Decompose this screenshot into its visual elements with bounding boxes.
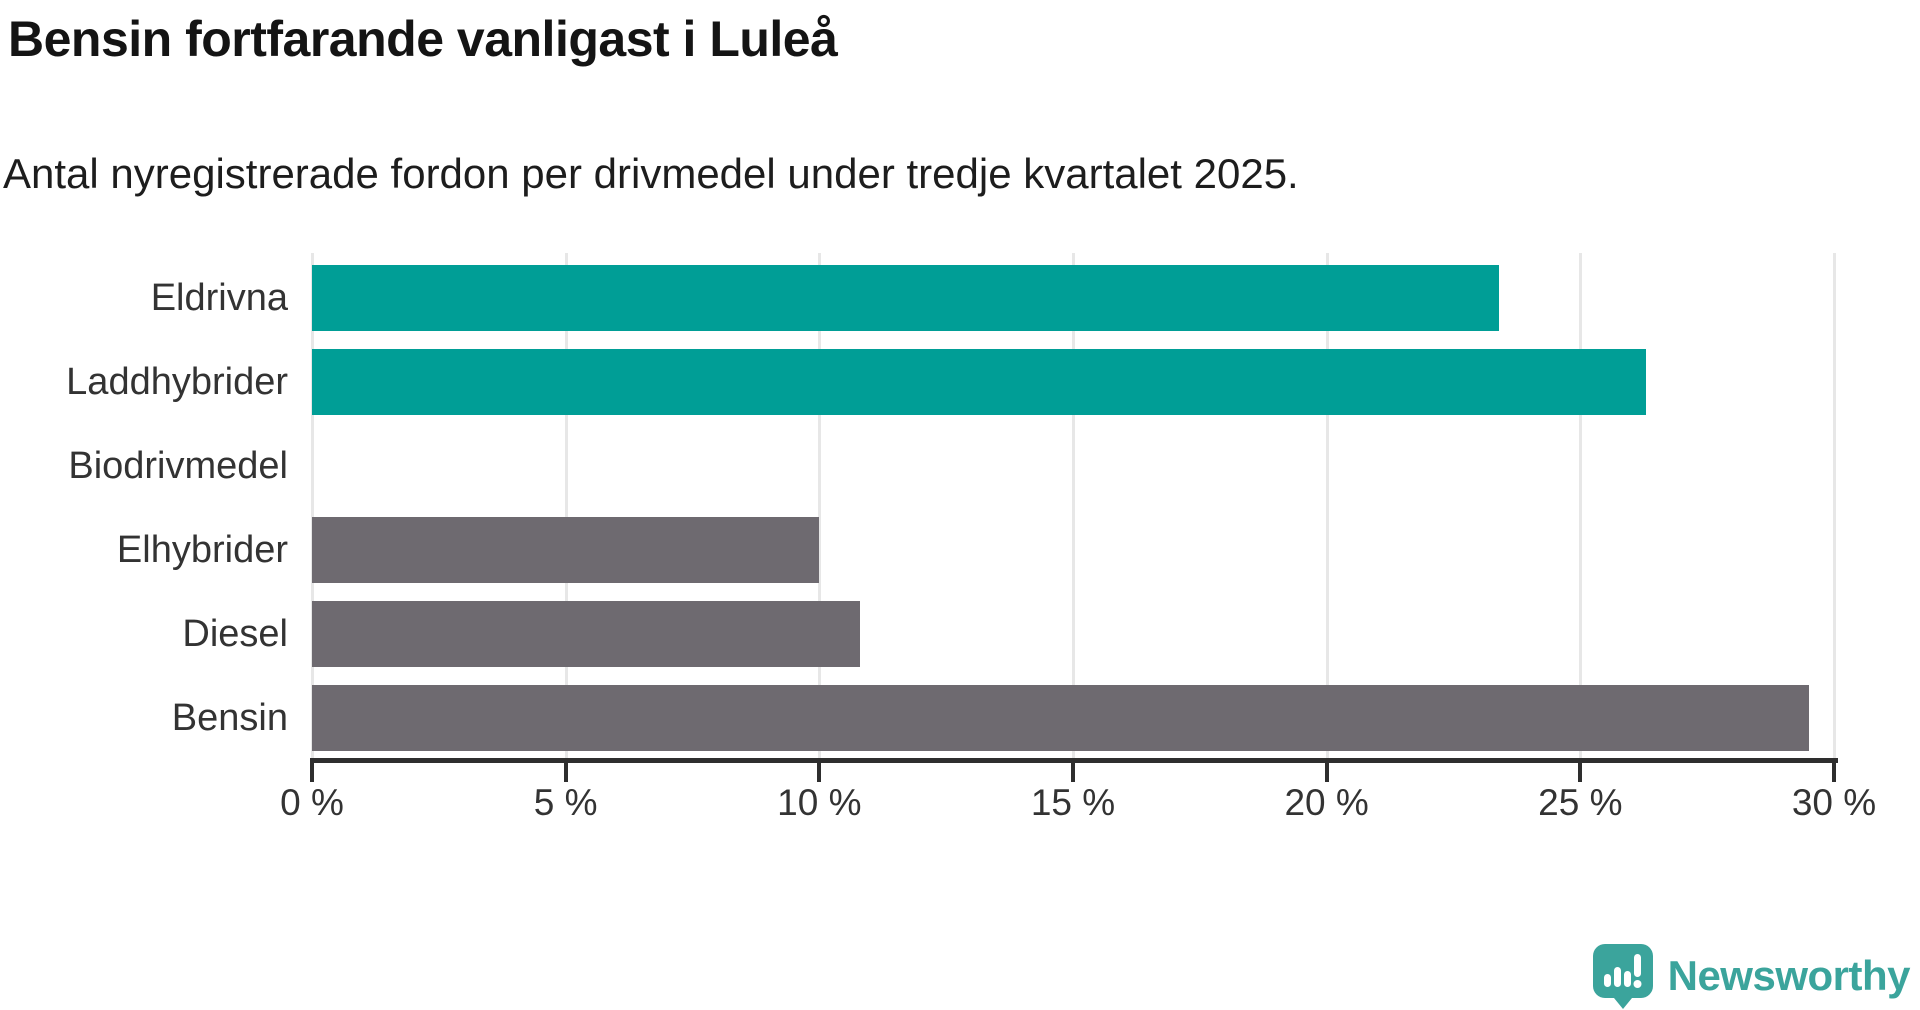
tick-10 [817,763,822,782]
brand-footer: Newsworthy [1592,942,1911,1010]
tick-label-25: 25 % [1538,782,1623,823]
category-label-laddhybrider: Laddhybrider [66,361,288,403]
tick-label-20: 20 % [1284,782,1369,823]
plot-area [311,253,1836,758]
bar-diesel [312,601,860,667]
chart-title: Bensin fortfarande vanligast i Luleå [8,11,838,67]
tick-label-0: 0 % [280,782,344,823]
bar-bensin [312,685,1809,751]
brand-name: Newsworthy [1667,952,1911,999]
tick-30 [1832,763,1836,782]
tick-label-10: 10 % [777,782,862,823]
bar-laddhybrider [312,349,1646,415]
gridline-20 [1325,253,1329,758]
tick-label-15: 15 % [1030,782,1116,823]
tick-label-5: 5 % [533,782,598,823]
category-label-diesel: Diesel [182,613,288,655]
tick-20 [1324,763,1329,782]
tick-label-30: 30 % [1791,782,1877,823]
tick-0 [310,763,314,782]
category-label-elhybrider: Elhybrider [116,529,288,571]
tick-5 [563,763,568,782]
x-axis-line [310,758,1838,763]
category-label-bensin: Bensin [171,697,288,739]
gridline-0 [311,253,314,758]
bar-elhybrider [312,517,819,583]
gridline-25 [1579,253,1583,758]
chart-subtitle: Antal nyregistrerade fordon per drivmede… [3,150,1299,197]
newsworthy-logo-icon [1592,944,1653,1009]
bar-eldrivna [312,265,1499,331]
category-label-eldrivna: Eldrivna [150,277,288,319]
tick-15 [1071,763,1075,782]
gridline-5 [564,253,568,758]
gridline-15 [1072,253,1075,758]
category-label-biodrivmedel: Biodrivmedel [68,445,288,487]
gridline-30 [1833,253,1836,758]
gridline-10 [818,253,822,758]
tick-25 [1578,763,1583,782]
